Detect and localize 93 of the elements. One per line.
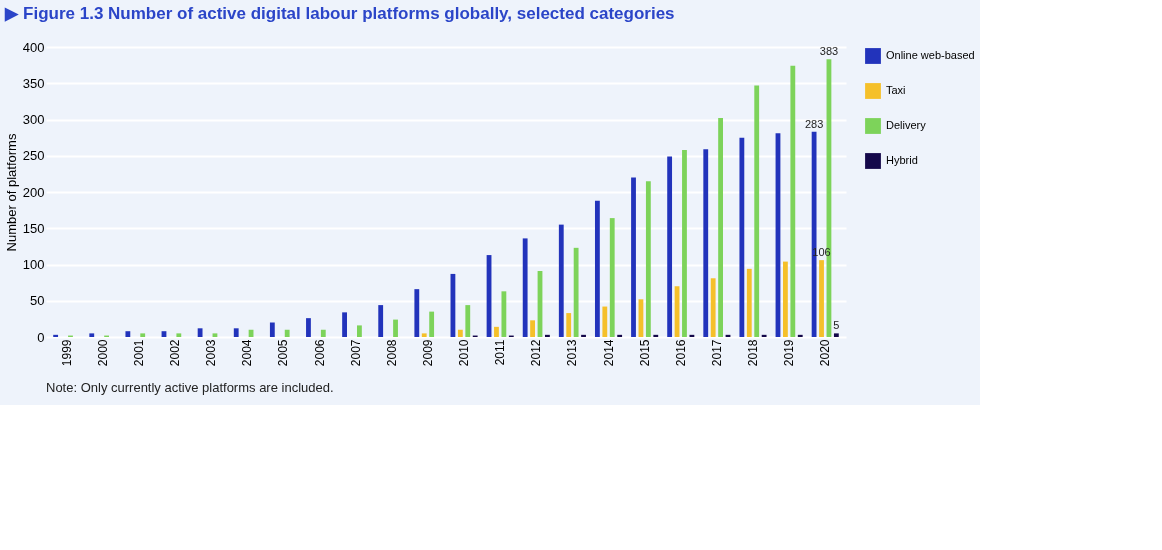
- legend-label: Online web-based: [886, 49, 975, 61]
- bar: [522, 238, 528, 337]
- x-tick-label: 2000: [95, 339, 110, 367]
- data-label: 5: [833, 319, 840, 332]
- bar: [545, 334, 550, 337]
- x-tick-label: 2007: [348, 339, 363, 367]
- bar: [602, 306, 608, 337]
- bar: [233, 328, 239, 337]
- bar: [573, 247, 579, 337]
- bar: [746, 268, 752, 337]
- y-tick-label: 0: [37, 329, 45, 345]
- y-tick-label: 200: [22, 184, 45, 200]
- bar: [429, 311, 435, 337]
- bar: [125, 331, 131, 337]
- bar: [761, 334, 767, 337]
- x-tick-label: 2018: [746, 339, 760, 367]
- bar: [718, 118, 723, 337]
- x-tick-label: 2006: [312, 339, 327, 367]
- bar: [739, 137, 745, 337]
- bar: [558, 224, 564, 337]
- bar: [797, 334, 803, 337]
- bar: [609, 218, 615, 337]
- x-tick-label: 2001: [132, 339, 146, 367]
- bar: [212, 333, 218, 337]
- x-tick-label: 2015: [637, 339, 652, 367]
- x-tick-label: 2003: [204, 339, 219, 367]
- y-tick-label: 150: [22, 220, 45, 236]
- bar: [342, 312, 347, 337]
- bar: [465, 305, 471, 337]
- x-tick-label: 2013: [565, 339, 580, 367]
- bar: [530, 320, 535, 337]
- bar: [833, 333, 839, 337]
- bar: [320, 329, 326, 337]
- bar: [421, 333, 427, 337]
- bar: [457, 329, 463, 337]
- data-label: 283: [804, 117, 824, 130]
- bar: [782, 261, 788, 337]
- x-tick-label: 2016: [673, 339, 688, 367]
- bar: [710, 278, 716, 337]
- x-tick-label: 2012: [529, 339, 544, 367]
- y-tick-label: 100: [22, 257, 45, 272]
- bar: [566, 313, 572, 337]
- y-tick-label: 350: [22, 75, 45, 91]
- bar: [494, 326, 499, 337]
- bar: [176, 333, 182, 337]
- legend-label: Hybrid: [886, 154, 918, 166]
- y-tick-label: 50: [30, 293, 45, 309]
- bar: [594, 200, 600, 337]
- bar: [631, 177, 636, 337]
- text: Note: Only currently active platforms are included.: [46, 380, 334, 395]
- x-tick-label: 2002: [168, 339, 183, 367]
- y-axis-title: Number of platforms: [3, 133, 19, 252]
- x-tick-label: 2004: [240, 339, 255, 367]
- x-tick-label: 2005: [276, 339, 291, 367]
- x-tick-label: 2009: [420, 339, 435, 367]
- bar: [819, 260, 824, 337]
- bar: [689, 334, 695, 337]
- bar: [682, 149, 687, 337]
- y-tick-label: 400: [22, 39, 45, 55]
- bar: [617, 334, 623, 337]
- chart-title: ▶ Figure 1.3 Number of active digital labour platforms globally, selected categories: [4, 4, 675, 23]
- bar: [140, 333, 146, 337]
- bar: [269, 322, 275, 337]
- bar: [89, 333, 95, 337]
- x-tick-label: 2020: [818, 339, 833, 367]
- bar: [53, 334, 59, 337]
- bar: [703, 149, 709, 337]
- y-tick-label: 250: [22, 148, 45, 164]
- x-tick-label: 2010: [457, 339, 472, 367]
- bar: [197, 328, 203, 337]
- x-tick-label: 1999: [59, 339, 74, 367]
- x-tick-label: 2014: [601, 339, 616, 367]
- bar: [393, 319, 398, 337]
- bar: [284, 329, 290, 337]
- bar: [581, 334, 586, 337]
- legend-label: Taxi: [886, 84, 906, 96]
- bar: [790, 65, 796, 337]
- bar: [378, 305, 384, 337]
- bar: [306, 318, 311, 337]
- legend-label: Delivery: [886, 119, 927, 131]
- bar: [653, 334, 659, 337]
- bar: [414, 289, 420, 337]
- bar: [667, 156, 673, 337]
- bar: [754, 85, 760, 337]
- data-label: 383: [819, 45, 839, 58]
- x-tick-label: 2019: [782, 339, 797, 367]
- x-tick-label: 2008: [384, 339, 399, 367]
- x-tick-label: 2017: [709, 339, 724, 367]
- bar: [357, 325, 362, 337]
- bar: [501, 291, 507, 337]
- x-tick-label: 2011: [493, 339, 508, 366]
- bar: [645, 181, 651, 337]
- y-tick-label: 300: [22, 112, 45, 127]
